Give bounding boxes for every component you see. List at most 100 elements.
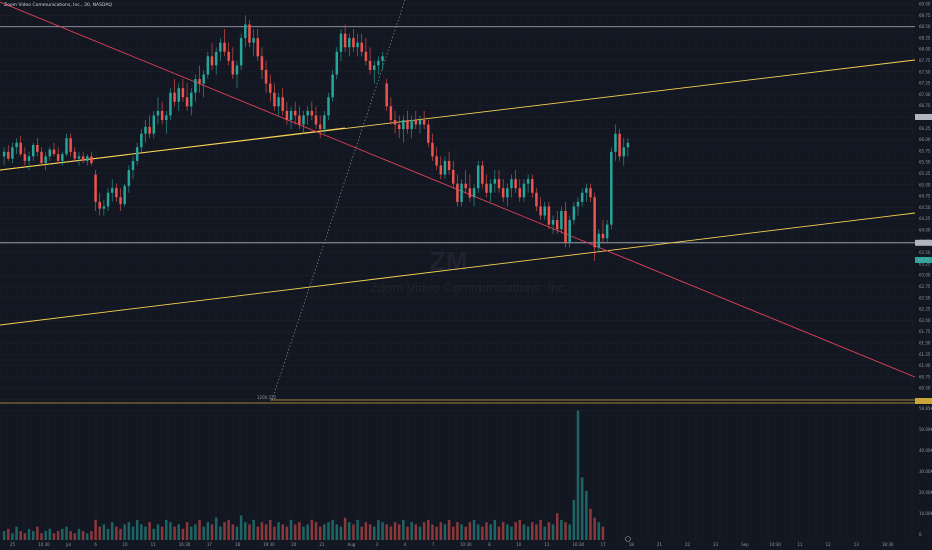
candle-body (526, 179, 530, 184)
drawing-tools[interactable] (0, 0, 916, 404)
candle-body (69, 138, 72, 152)
candle-body (148, 126, 151, 134)
volume-bar (206, 522, 210, 540)
dotted-label: 1200.322 (257, 395, 277, 400)
candle-body (447, 160, 451, 171)
candle-body (339, 33, 343, 52)
candle-body (248, 24, 251, 43)
volume-bar (572, 499, 576, 540)
volume-bar (406, 526, 409, 540)
candle-body (501, 188, 505, 198)
volume-bar (493, 519, 497, 540)
symbol-title[interactable]: Zoom Video Communications, Inc., 30, NAS… (4, 2, 112, 8)
candle-body (585, 188, 588, 193)
candle-body (239, 38, 243, 66)
candle-body (181, 88, 185, 98)
volume-bar (152, 528, 156, 540)
volume-bar (526, 526, 530, 540)
time-axis-label: 18 (235, 542, 241, 547)
candle-body (605, 224, 609, 239)
candle-body (123, 185, 126, 205)
candle-body (560, 210, 563, 230)
candle-body (418, 119, 422, 125)
price-axis[interactable]: 69.00 68.75 68.50 68.25 68.00 67.75 67.50 67.25… (915, 0, 932, 540)
price-axis-label: 64.25 (919, 216, 931, 221)
candle-body (210, 56, 214, 66)
volume-bar (135, 519, 139, 540)
price-axis-label: 61.25 (919, 352, 931, 357)
volume-bar (289, 519, 293, 540)
candle-body (343, 33, 347, 48)
time-axis-label: 17 (601, 542, 607, 547)
price-axis-label: 61.50 (919, 341, 931, 346)
gear-icon (625, 536, 631, 542)
volume-bar (460, 524, 463, 540)
candle-body (231, 60, 235, 75)
volume-bar (364, 522, 368, 540)
price-axis-label: 68.25 (919, 35, 931, 40)
volume-bar (601, 526, 605, 540)
candle-body (277, 97, 280, 107)
candle-body (481, 165, 484, 184)
volume-bar (185, 522, 189, 540)
candle-body (2, 151, 6, 157)
volume-bar (356, 519, 359, 540)
candle-body (514, 179, 517, 189)
volume-bar (40, 533, 43, 540)
volume-bar (443, 524, 447, 540)
volume-bar (510, 526, 513, 540)
candle-body (555, 220, 559, 230)
volume-bar (48, 528, 52, 540)
price-axis-label: 67.50 (919, 69, 931, 74)
time-axis-label: 11 (798, 542, 804, 547)
time-axis[interactable]: 25 10:30 Jul 6 10 11 16:30 17 18 19:30 20 21 Aug 3 4 7 1… (0, 536, 932, 550)
volume-bar (69, 531, 72, 540)
volume-bar (343, 517, 347, 540)
volume-bar (202, 526, 205, 540)
candle-body (306, 110, 309, 116)
candle-body (506, 188, 509, 198)
candle-body (94, 174, 97, 202)
volume-bar (198, 519, 201, 540)
volume-bar (131, 526, 135, 540)
candle-body (331, 74, 334, 98)
volume-axis-label: 50.00K (919, 427, 932, 432)
candle-body (252, 38, 255, 43)
price-axis-label: 64.00 (919, 228, 931, 233)
volume-bar (593, 517, 596, 540)
volume-bar (568, 524, 571, 540)
candle-body (11, 147, 14, 159)
separator-tag (915, 398, 932, 404)
candle-body (314, 115, 318, 125)
candle-body (189, 92, 193, 107)
candle-body (564, 210, 567, 243)
volume-bar (514, 522, 517, 540)
volume-bar (127, 522, 131, 540)
candle-body (56, 154, 60, 161)
volume-axis[interactable]: 58.85K 50.00K 40.00K 30.00K 20.00K 10.00K 0 (919, 406, 932, 537)
volume-bar (489, 524, 492, 540)
volume-bar (564, 522, 567, 540)
candle-body (493, 179, 497, 184)
time-axis-label: 10 (516, 542, 522, 547)
watermark-name: Zoom Video Communications, Inc. (370, 280, 568, 295)
volume-bar (535, 524, 538, 540)
candle-body (23, 154, 27, 161)
volume-bar (15, 526, 18, 540)
candle-body (456, 183, 459, 202)
price-axis-label: 61.00 (919, 363, 931, 368)
volume-bar (73, 533, 77, 540)
volume-bar (306, 524, 309, 540)
time-axis-label: 21 (657, 542, 663, 547)
volume-bar (589, 508, 592, 540)
volume-bar (2, 531, 6, 540)
candle-body (156, 110, 160, 116)
candle-body (219, 42, 222, 52)
price-axis-label: 63.00 (919, 273, 931, 278)
volume-bar (281, 524, 284, 540)
volume-bar (6, 528, 10, 540)
candle-body (173, 92, 176, 102)
candle-body (435, 156, 438, 166)
